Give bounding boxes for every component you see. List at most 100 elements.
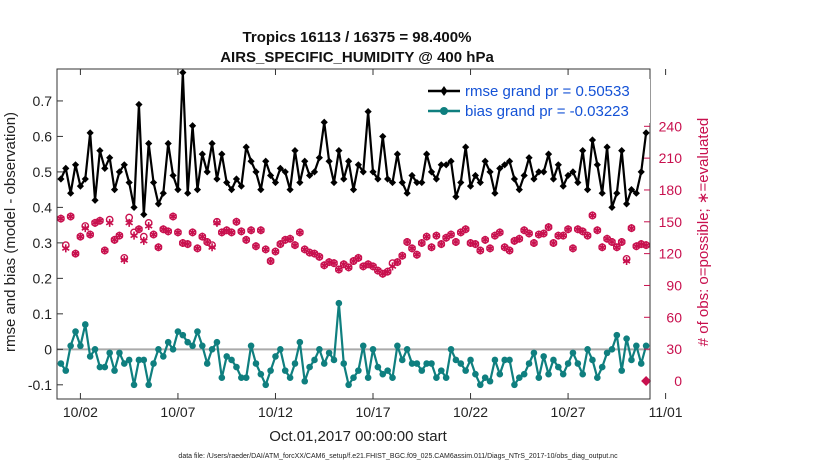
x-axis-label: Oct.01,2017 00:00:00 start: [269, 428, 447, 445]
rmse-point: [184, 189, 192, 197]
obs-evaluated-series: [57, 211, 652, 386]
bias-point: [194, 328, 201, 335]
rmse-point: [544, 150, 553, 158]
rmse-point: [549, 175, 558, 183]
rmse-point: [115, 168, 124, 176]
rmse-point: [125, 178, 133, 187]
bias-point: [384, 367, 391, 374]
rmse-point: [57, 175, 65, 183]
rmse-point: [262, 157, 270, 165]
y2-tick-label: 240: [659, 118, 683, 134]
y-axis-label: rmse and bias (model - observation): [2, 112, 19, 352]
rmse-point: [510, 175, 519, 183]
bias-point: [184, 338, 191, 346]
bias-point: [86, 353, 94, 360]
bias-point: [262, 381, 270, 389]
obs-evaluated-point: [398, 251, 407, 260]
rmse-point: [437, 161, 445, 169]
bias-point: [618, 367, 626, 374]
bias-point: [398, 356, 406, 364]
bias-point: [545, 370, 552, 378]
rmse-point: [408, 171, 416, 180]
x-tick-label: 10/17: [355, 404, 390, 420]
bias-point: [306, 363, 313, 371]
rmse-point: [530, 175, 538, 183]
left-axis: -0.1 0 0.1 0.2 0.3 0.4 0.5 0.6 0.7: [28, 93, 63, 393]
rmse-point: [96, 147, 104, 155]
rmse-point: [286, 186, 294, 194]
rmse-point: [486, 168, 494, 176]
bias-point: [486, 377, 494, 385]
bias-point: [623, 335, 630, 342]
rmse-point: [174, 186, 182, 194]
legend-bias-marker: [440, 107, 448, 115]
bias-point: [72, 328, 79, 335]
rmse-point: [369, 168, 377, 176]
rmse-point: [276, 164, 284, 172]
y2-tick-label: 30: [666, 341, 682, 357]
obs-evaluated-point: [247, 226, 255, 235]
bias-point: [613, 331, 621, 339]
bias-point: [457, 360, 465, 367]
bias-point: [135, 356, 143, 364]
bias-point: [506, 356, 513, 364]
bias-point: [559, 370, 567, 378]
obs-evaluated-point: [237, 227, 246, 236]
obs-evaluated-point: [286, 234, 294, 243]
y-tick-label: 0.2: [33, 270, 53, 286]
obs-evaluated-point: [169, 212, 177, 221]
obs-evaluated-point: [183, 240, 192, 249]
bias-point: [130, 381, 138, 389]
rmse-point: [130, 203, 138, 211]
obs-evaluated-point: [227, 228, 236, 237]
bias-point: [413, 360, 421, 367]
rmse-point: [432, 175, 441, 183]
legend-bias-label: bias grand pr = -0.03223: [465, 103, 629, 120]
bias-point: [208, 346, 216, 353]
legend-background: [422, 79, 650, 123]
bias-point: [238, 374, 245, 382]
bias-point: [62, 367, 70, 374]
bias-point: [228, 356, 235, 364]
x-tick-label: 10/07: [160, 404, 195, 420]
obs-evaluated-point: [461, 225, 470, 234]
obs-evaluated-point: [213, 218, 221, 227]
rmse-point: [188, 122, 197, 130]
rmse-point: [466, 182, 475, 190]
y-tick-label: 0.5: [33, 164, 53, 180]
rmse-point: [398, 178, 406, 187]
rmse-point: [149, 178, 158, 187]
rmse-point: [86, 129, 94, 137]
rmse-point: [301, 157, 309, 165]
bias-point: [511, 381, 518, 389]
rmse-point: [393, 150, 401, 158]
rmse-point: [110, 186, 119, 194]
legend-rmse-label: rmse grand pr = 0.50533: [465, 83, 630, 100]
bias-series: [57, 299, 650, 389]
bias-point: [111, 367, 118, 374]
obs-evaluated-point: [208, 243, 216, 252]
rmse-series: [57, 68, 650, 219]
rmse-point: [520, 171, 528, 180]
obs-evaluated-point: [525, 229, 533, 238]
rmse-point: [67, 189, 75, 197]
rmse-point: [481, 157, 489, 165]
chart-title-line2: AIRS_SPECIFIC_HUMIDITY @ 400 hPa: [220, 49, 494, 66]
bias-point: [218, 374, 226, 382]
obs-evaluated-point: [388, 262, 397, 271]
rmse-point: [71, 161, 80, 169]
obs-evaluated-point: [447, 230, 455, 239]
legend-rmse-marker: [440, 86, 448, 96]
bias-point: [516, 374, 523, 382]
bias-point: [199, 342, 206, 350]
bias-point: [116, 349, 123, 357]
bias-point: [442, 374, 450, 382]
obs-evaluated-point: [544, 223, 553, 232]
bias-point: [247, 342, 255, 350]
rmse-point: [159, 189, 167, 197]
obs-evaluated-point: [471, 240, 480, 249]
obs-evaluated-point: [61, 244, 70, 253]
bias-point: [428, 360, 435, 367]
obs-evaluated-point: [291, 241, 299, 250]
rmse-point: [257, 186, 265, 194]
